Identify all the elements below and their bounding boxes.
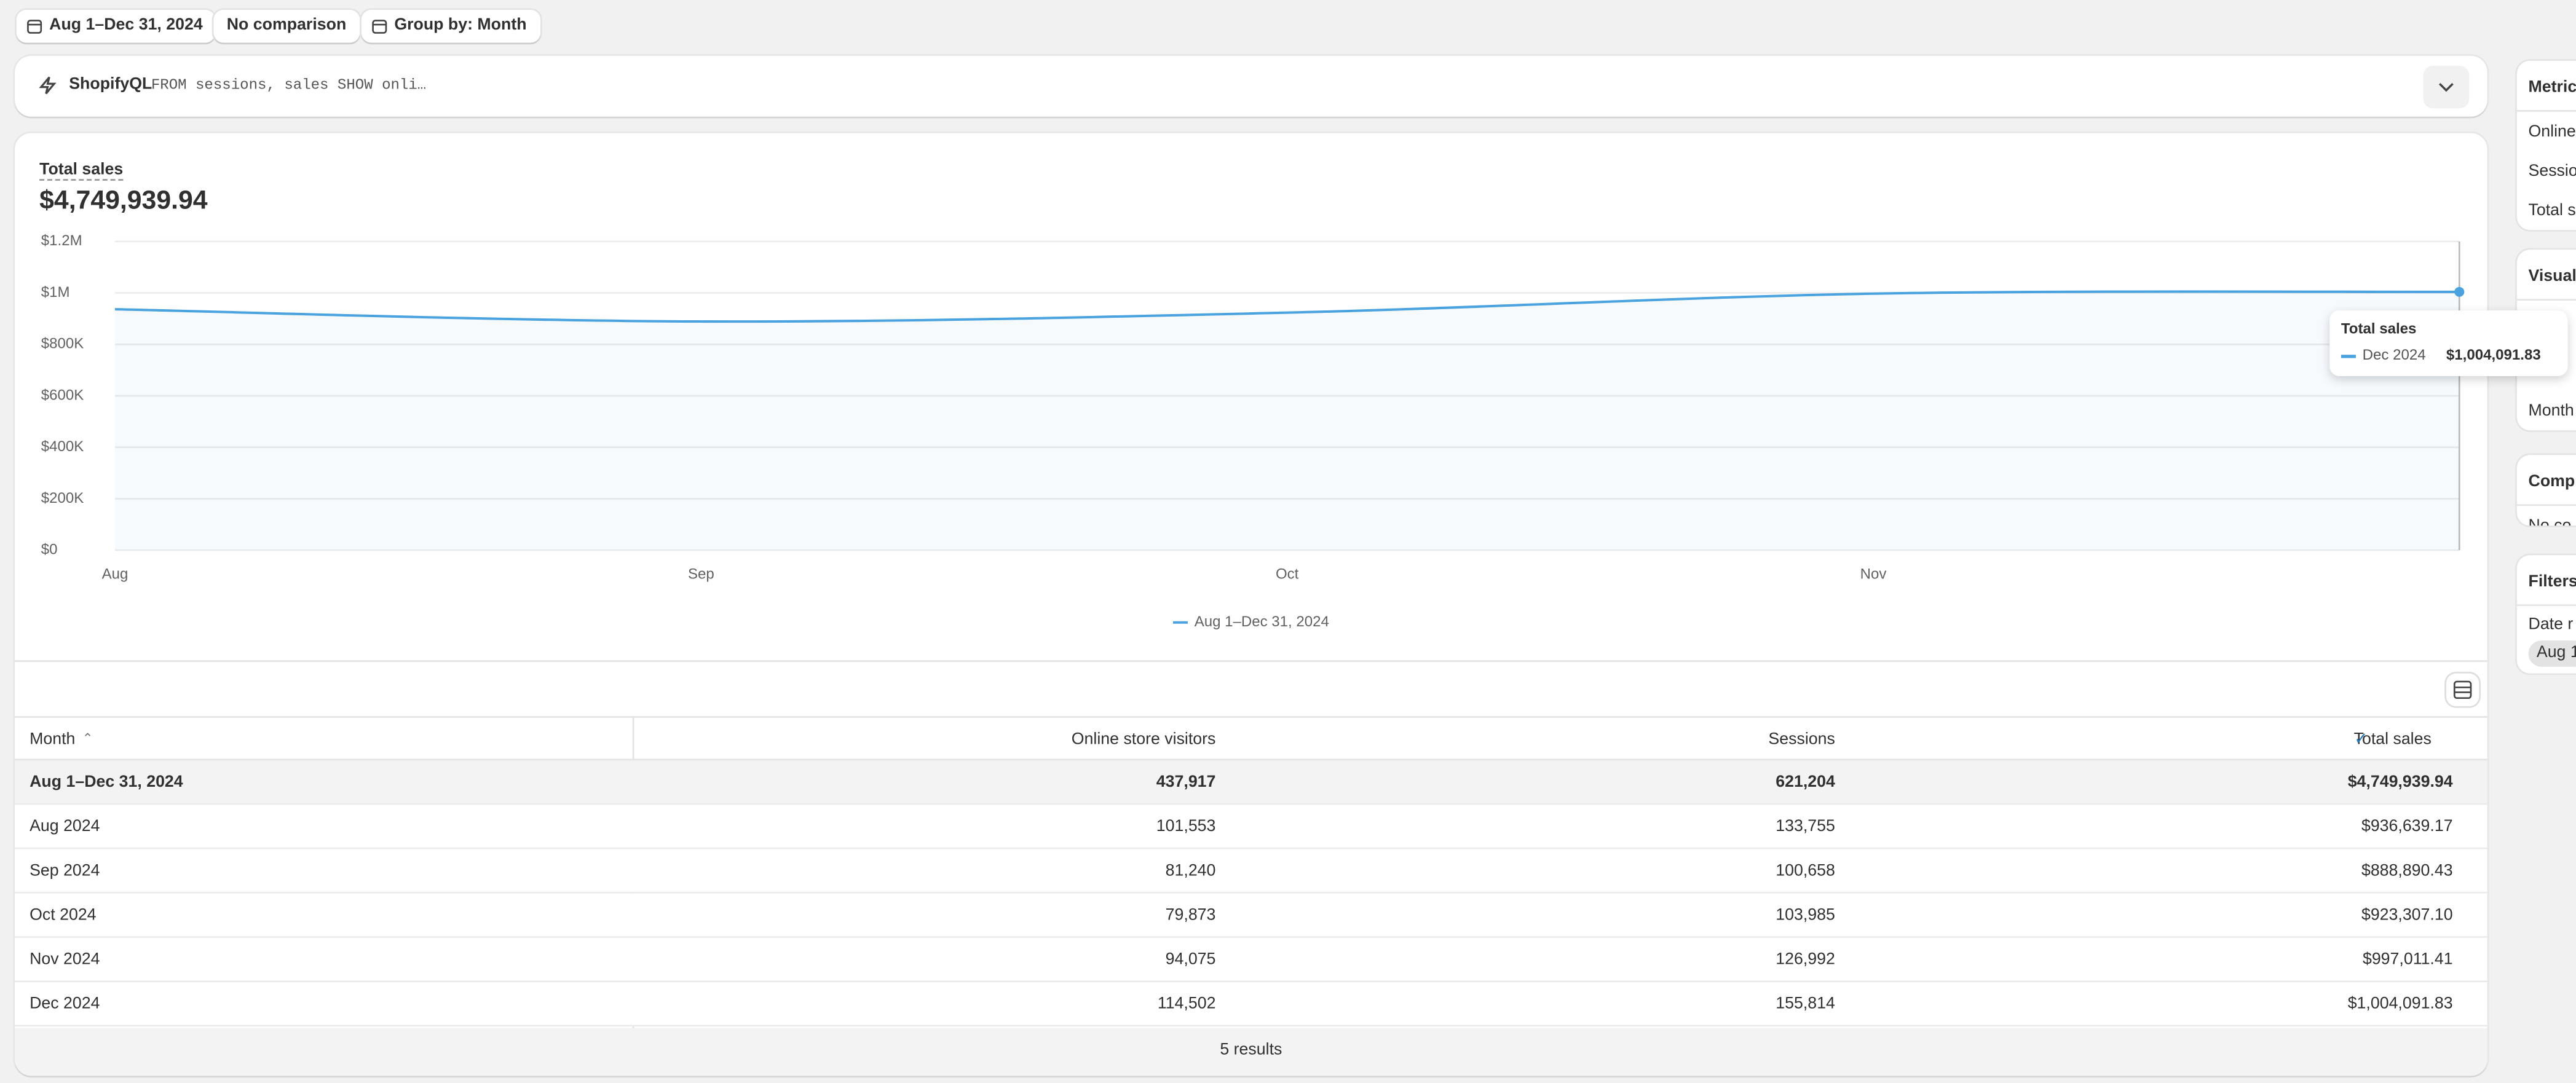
table-cell: 155,814 bbox=[1776, 995, 1835, 1014]
divider bbox=[15, 660, 2487, 662]
query-label: ShopifyQL bbox=[69, 75, 152, 94]
table-cell: Nov 2024 bbox=[30, 951, 100, 969]
y-tick-label: $800K bbox=[41, 336, 84, 352]
sort-icon: ⌃ bbox=[82, 731, 93, 746]
table-cell: Aug 2024 bbox=[30, 817, 100, 837]
table-cell: 437,917 bbox=[1156, 773, 1216, 792]
table-row: Nov 2024 94,075 126,992 $997,011.41 bbox=[15, 937, 2487, 982]
section-item[interactable]: No co bbox=[2529, 514, 2572, 526]
x-tick-label: Nov bbox=[1860, 566, 1887, 583]
y-tick-label: $400K bbox=[41, 438, 84, 455]
table-cell: 101,553 bbox=[1156, 817, 1216, 837]
chart-total: $4,749,939.94 bbox=[39, 187, 208, 216]
section-item[interactable]: Online bbox=[2528, 123, 2576, 141]
x-tick-label: Aug bbox=[102, 566, 128, 583]
table-cell: Oct 2024 bbox=[30, 907, 97, 925]
section-title: Metric bbox=[2528, 79, 2576, 97]
column-header[interactable]: Sessions bbox=[1768, 731, 1835, 749]
table-cell: 103,985 bbox=[1776, 907, 1835, 925]
hover-point bbox=[2454, 286, 2465, 297]
table-cell: $936,639.17 bbox=[2361, 817, 2453, 837]
check-icon: ✓ bbox=[2354, 731, 2368, 749]
query-card[interactable]: ShopifyQL FROM sessions, sales SHOW onli… bbox=[15, 55, 2487, 117]
section-divider bbox=[2516, 299, 2576, 301]
section-item[interactable]: Total s bbox=[2528, 202, 2576, 221]
section-title: Comp bbox=[2528, 473, 2575, 491]
button-label: Aug 1–Dec 31, 2024 bbox=[49, 16, 203, 35]
section-item[interactable]: Sessio bbox=[2528, 162, 2576, 181]
button-label: No comparison bbox=[226, 16, 347, 35]
sidebar-section: Filters Date r Aug 1 bbox=[2516, 555, 2576, 674]
table-row: Aug 1–Dec 31, 2024 437,917 621,204 $4,749,9… bbox=[15, 760, 2487, 805]
line-series bbox=[115, 290, 2460, 323]
table-row: Aug 2024 101,553 133,755 $936,639.17 bbox=[15, 805, 2487, 849]
legend-label: Aug 1–Dec 31, 2024 bbox=[1195, 613, 1329, 630]
query-code: FROM sessions, sales SHOW onli… bbox=[151, 77, 427, 94]
y-tick-label: $200K bbox=[41, 490, 84, 506]
tooltip-value: $1,004,091.83 bbox=[2446, 346, 2541, 363]
query-icon bbox=[39, 76, 57, 95]
column-header[interactable]: Total sales bbox=[2353, 731, 2432, 749]
table-cell: Aug 1–Dec 31, 2024 bbox=[30, 773, 183, 792]
section-item[interactable]: Month bbox=[2528, 402, 2574, 421]
table-cell: 114,502 bbox=[1157, 995, 1216, 1014]
x-tick-label: Sep bbox=[688, 566, 714, 583]
tooltip-swatch bbox=[2341, 355, 2356, 358]
report-card: Total sales $4,749,939.94 Month Online st… bbox=[15, 133, 2487, 1076]
area-fill bbox=[115, 291, 2460, 551]
section-title: Visual bbox=[2528, 267, 2576, 286]
tooltip-label: Dec 2024 bbox=[2362, 346, 2426, 363]
y-tick-label: $1.2M bbox=[41, 232, 82, 249]
button-icon bbox=[27, 20, 42, 34]
chart-title: Total sales bbox=[39, 161, 124, 181]
table-cell: $888,890.43 bbox=[2361, 862, 2453, 881]
table-cell: 79,873 bbox=[1165, 907, 1216, 925]
y-tick-label: $0 bbox=[41, 542, 58, 558]
tooltip: Total sales Dec 2024 $1,004,091.83 bbox=[2329, 310, 2568, 376]
column-header[interactable]: Month bbox=[30, 731, 76, 749]
toolbar-button[interactable]: Aug 1–Dec 31, 2024 bbox=[16, 10, 216, 43]
table-cell: Dec 2024 bbox=[30, 995, 100, 1014]
filter-chip[interactable]: Aug 1 bbox=[2528, 640, 2576, 667]
section-item[interactable]: Date r bbox=[2528, 616, 2574, 634]
tooltip-title: Total sales bbox=[2341, 320, 2417, 337]
section-title: Filters bbox=[2528, 573, 2576, 591]
table-cell: 81,240 bbox=[1165, 862, 1216, 881]
toolbar-button[interactable]: Group by: Month bbox=[361, 10, 540, 43]
table-footer: 5 results bbox=[15, 1028, 2487, 1076]
table-cell: 133,755 bbox=[1776, 817, 1835, 837]
table-cell: 621,204 bbox=[1776, 773, 1835, 792]
table-cell: $1,004,091.83 bbox=[2347, 995, 2453, 1014]
table-cell: $923,307.10 bbox=[2361, 907, 2453, 925]
button-label: Group by: Month bbox=[394, 16, 527, 35]
table-toggle[interactable] bbox=[2446, 674, 2479, 706]
expand-button[interactable] bbox=[2423, 65, 2470, 109]
y-tick-label: $1M bbox=[41, 284, 70, 301]
table-row: Dec 2024 114,502 155,814 $1,004,091.83 bbox=[15, 982, 2487, 1027]
section-divider bbox=[2516, 604, 2576, 607]
column-header[interactable]: Online store visitors bbox=[1071, 731, 1216, 749]
table-cell: 94,075 bbox=[1165, 951, 1216, 969]
button-icon bbox=[372, 20, 387, 34]
table-row: Oct 2024 79,873 103,985 $923,307.10 bbox=[15, 893, 2487, 938]
table-cell: 126,992 bbox=[1776, 951, 1835, 969]
table-cell: 100,658 bbox=[1776, 862, 1835, 881]
section-divider bbox=[2516, 504, 2576, 506]
toolbar-button[interactable]: No comparison bbox=[213, 10, 360, 43]
table-cell: $997,011.41 bbox=[2362, 951, 2453, 969]
table-cell: Sep 2024 bbox=[30, 862, 100, 881]
sidebar-section: Metric Online Sessio Total s bbox=[2516, 60, 2576, 230]
table-header: Month Online store visitors Sessions Total … bbox=[15, 716, 2487, 761]
table-row: Sep 2024 81,240 100,658 $888,890.43 bbox=[15, 849, 2487, 894]
y-tick-label: $600K bbox=[41, 387, 84, 403]
x-tick-label: Oct bbox=[1276, 566, 1299, 583]
section-divider bbox=[2516, 110, 2576, 112]
sidebar-section: Comp No co bbox=[2516, 455, 2576, 526]
table-cell: $4,749,939.94 bbox=[2347, 773, 2453, 792]
